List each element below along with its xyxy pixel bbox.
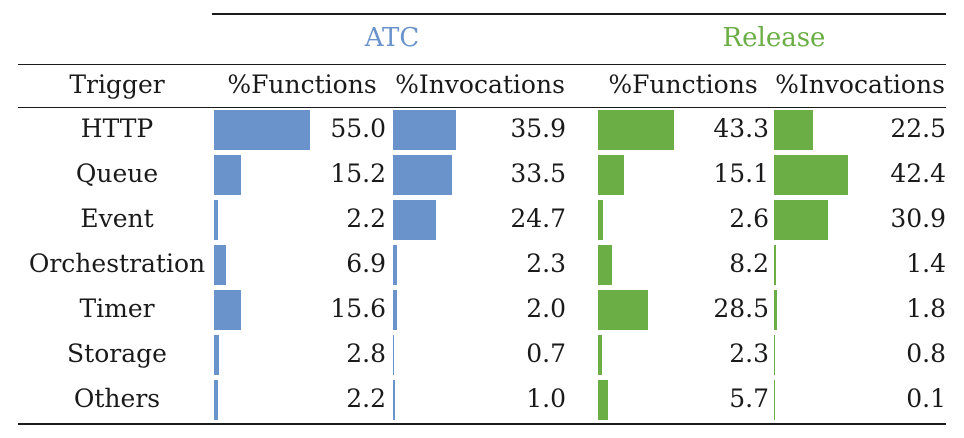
column-header-atc-invocations: %Invocations [395,70,565,99]
bar-http-col2 [598,110,674,150]
bar-queue-col1 [393,155,452,195]
bar-storage-col0 [214,335,219,375]
row-label-orchestration: Orchestration [28,249,206,278]
bar-others-col3 [774,380,775,420]
bar-queue-col0 [214,155,241,195]
bar-event-col2 [598,200,603,240]
bar-queue-col3 [774,155,849,195]
bar-http-col0 [214,110,311,150]
bar-orchestration-col0 [214,245,227,285]
value-timer-col2: 28.5 [713,294,769,323]
value-timer-col3: 1.8 [906,294,946,323]
row-label-others: Others [73,384,161,413]
value-storage-col2: 2.3 [729,339,769,368]
bottom-rule [18,423,946,425]
bar-event-col0 [214,200,218,240]
value-event-col3: 30.9 [890,204,946,233]
column-header-release-invocations: %Invocations [775,70,945,99]
bar-event-col1 [393,200,437,240]
column-header-release-functions: %Functions [608,70,758,99]
bar-timer-col3 [774,290,778,330]
value-http-col1: 35.9 [510,114,566,143]
bar-others-col2 [598,380,608,420]
bar-others-col0 [214,380,218,420]
bar-timer-col1 [393,290,397,330]
bar-storage-col3 [774,335,776,375]
bar-queue-col2 [598,155,625,195]
value-event-col0: 2.2 [346,204,386,233]
row-label-storage: Storage [67,339,167,368]
value-storage-col0: 2.8 [346,339,386,368]
value-orchestration-col1: 2.3 [526,249,566,278]
bar-orchestration-col2 [598,245,613,285]
value-orchestration-col3: 1.4 [906,249,946,278]
value-orchestration-col0: 6.9 [346,249,386,278]
value-queue-col0: 15.2 [330,159,386,188]
value-others-col1: 1.0 [526,384,566,413]
bar-storage-col1 [393,335,395,375]
bar-timer-col2 [598,290,648,330]
value-queue-col1: 33.5 [510,159,566,188]
row-header-trigger: Trigger [69,70,165,99]
value-http-col2: 43.3 [713,114,769,143]
value-queue-col2: 15.1 [713,159,769,188]
group-title-release: Release [722,23,826,53]
bar-event-col3 [774,200,829,240]
value-queue-col3: 42.4 [890,159,946,188]
header-rule [18,64,946,65]
row-label-timer: Timer [79,294,155,323]
bar-timer-col0 [214,290,242,330]
value-http-col0: 55.0 [330,114,386,143]
bar-http-col1 [393,110,456,150]
subheader-rule [18,107,946,108]
value-timer-col0: 15.6 [330,294,386,323]
value-event-col2: 2.6 [729,204,769,233]
group-title-atc: ATC [364,23,420,53]
value-others-col0: 2.2 [346,384,386,413]
value-storage-col1: 0.7 [526,339,566,368]
value-event-col1: 24.7 [510,204,566,233]
bar-others-col1 [393,380,395,420]
row-label-http: HTTP [80,114,154,143]
column-header-atc-functions: %Functions [227,70,377,99]
value-storage-col3: 0.8 [906,339,946,368]
bar-orchestration-col1 [393,245,397,285]
top-rule [212,13,946,15]
bar-orchestration-col3 [774,245,777,285]
value-others-col2: 5.7 [729,384,769,413]
value-http-col3: 22.5 [890,114,946,143]
row-label-queue: Queue [75,159,159,188]
value-orchestration-col2: 8.2 [729,249,769,278]
value-timer-col1: 2.0 [526,294,566,323]
row-label-event: Event [80,204,154,233]
bar-storage-col2 [598,335,602,375]
bar-http-col3 [774,110,814,150]
value-others-col3: 0.1 [906,384,946,413]
